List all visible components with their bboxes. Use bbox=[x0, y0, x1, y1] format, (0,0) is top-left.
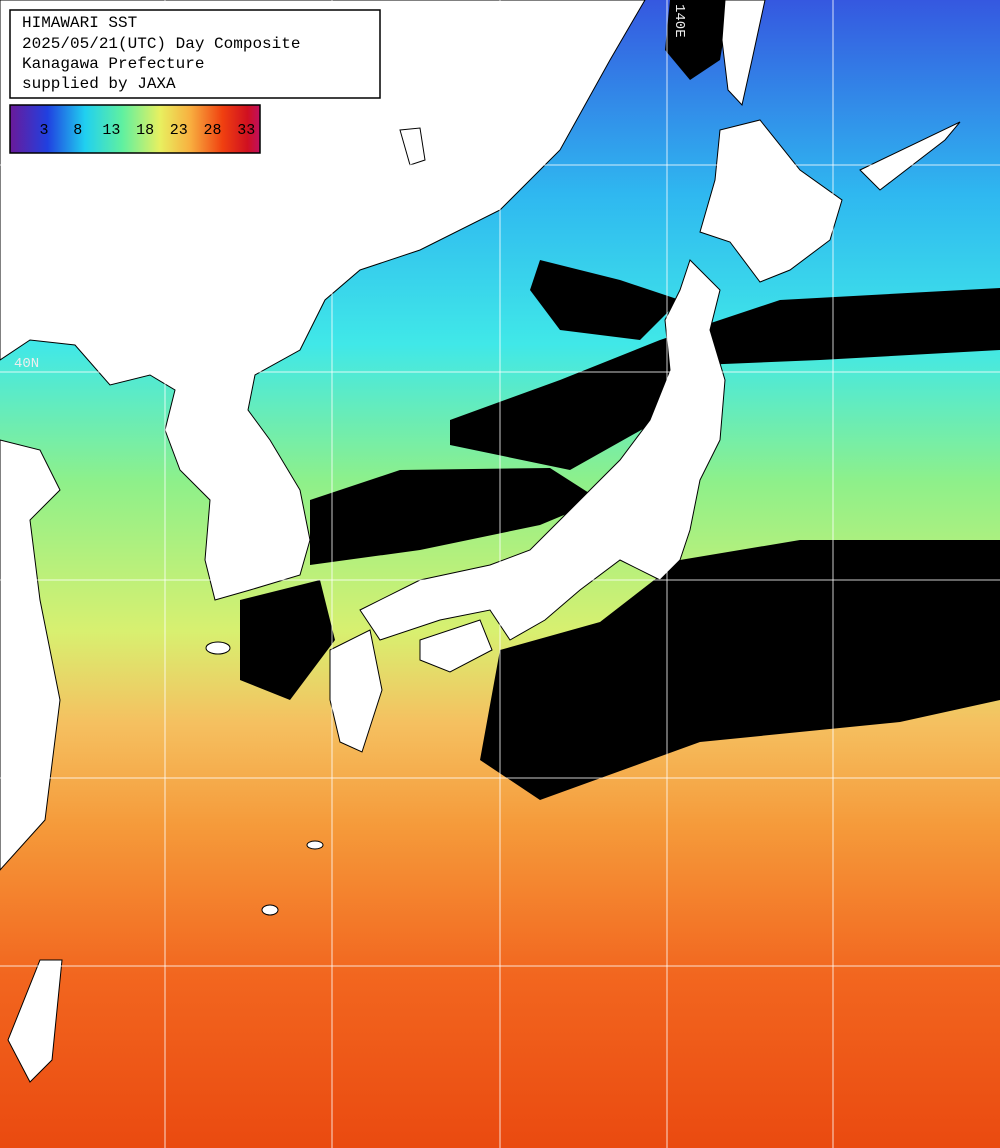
header-line: HIMAWARI SST bbox=[22, 14, 137, 32]
sakhalin bbox=[721, 0, 766, 107]
kyushu bbox=[329, 629, 383, 753]
cloud bbox=[480, 540, 1000, 800]
header-line: Kanagawa Prefecture bbox=[22, 55, 204, 73]
header-box: HIMAWARI SST 2025/05/21(UTC) Day Composi… bbox=[9, 9, 381, 99]
kuril-islands bbox=[859, 121, 961, 191]
legend-tick-label: 28 bbox=[203, 122, 221, 139]
cloud bbox=[450, 288, 1000, 470]
legend-tick-label: 8 bbox=[73, 122, 82, 139]
cloud bbox=[240, 580, 335, 700]
island bbox=[261, 904, 279, 916]
legend-tick-label: 13 bbox=[102, 122, 120, 139]
color-legend: 3 8 13 18 23 28 33 bbox=[9, 104, 261, 154]
legend-tick-label: 18 bbox=[136, 122, 154, 139]
honshu bbox=[359, 259, 726, 641]
shikoku bbox=[419, 619, 493, 673]
legend-tick-label: 23 bbox=[170, 122, 188, 139]
cloud-mask bbox=[240, 0, 1000, 800]
longitude-label: 140E bbox=[671, 4, 687, 38]
legend-tick-label: 33 bbox=[237, 122, 255, 139]
header-line: supplied by JAXA bbox=[22, 75, 176, 93]
header-line: 2025/05/21(UTC) Day Composite bbox=[22, 35, 300, 53]
taiwan bbox=[7, 959, 63, 1083]
island bbox=[399, 127, 426, 166]
island bbox=[306, 840, 324, 850]
cloud bbox=[530, 260, 680, 340]
island bbox=[205, 641, 231, 655]
legend-tick-label: 3 bbox=[39, 122, 48, 139]
hokkaido bbox=[699, 119, 843, 283]
color-scale bbox=[9, 104, 261, 154]
cloud bbox=[310, 468, 600, 565]
latitude-label: 40N bbox=[14, 356, 39, 372]
mainland-china bbox=[0, 439, 61, 871]
cloud bbox=[665, 0, 730, 80]
header-background bbox=[9, 9, 381, 99]
